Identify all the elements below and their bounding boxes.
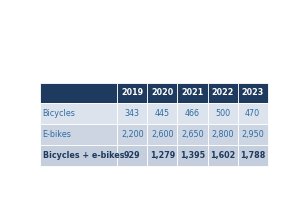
Bar — [208, 83, 238, 103]
Bar — [208, 124, 238, 145]
Text: 2,650: 2,650 — [181, 130, 204, 139]
Bar — [40, 83, 117, 103]
Text: 1,788: 1,788 — [240, 151, 265, 160]
Bar — [208, 103, 238, 124]
Text: 2,200: 2,200 — [121, 130, 144, 139]
Bar — [147, 124, 177, 145]
Bar — [117, 103, 147, 124]
Text: 500: 500 — [215, 109, 230, 118]
Text: 2023: 2023 — [242, 88, 264, 97]
Bar — [147, 83, 177, 103]
Bar — [177, 145, 208, 166]
Text: Bicycles + e-bikes: Bicycles + e-bikes — [43, 151, 124, 160]
Text: 2021: 2021 — [182, 88, 204, 97]
Bar — [147, 103, 177, 124]
Bar — [238, 145, 268, 166]
Bar — [40, 124, 117, 145]
Bar — [238, 103, 268, 124]
Text: 2,600: 2,600 — [151, 130, 174, 139]
Bar — [40, 145, 117, 166]
Text: E-bikes: E-bikes — [43, 130, 71, 139]
Text: 1,602: 1,602 — [210, 151, 235, 160]
Text: 929: 929 — [124, 151, 141, 160]
Bar — [177, 124, 208, 145]
Text: 1,395: 1,395 — [180, 151, 205, 160]
Bar — [117, 124, 147, 145]
Text: 466: 466 — [185, 109, 200, 118]
Text: 2022: 2022 — [212, 88, 234, 97]
Text: 2020: 2020 — [151, 88, 173, 97]
Text: 2,950: 2,950 — [241, 130, 264, 139]
Bar — [177, 83, 208, 103]
Bar — [238, 124, 268, 145]
Bar — [117, 83, 147, 103]
Bar — [117, 145, 147, 166]
Bar — [238, 83, 268, 103]
Text: Bicycles: Bicycles — [43, 109, 76, 118]
Text: 2019: 2019 — [121, 88, 143, 97]
Bar — [147, 145, 177, 166]
Bar — [40, 103, 117, 124]
Text: 343: 343 — [125, 109, 140, 118]
Text: 470: 470 — [245, 109, 260, 118]
Text: 1,279: 1,279 — [150, 151, 175, 160]
Bar — [208, 145, 238, 166]
Text: 445: 445 — [155, 109, 170, 118]
Text: 2,800: 2,800 — [211, 130, 234, 139]
Bar — [177, 103, 208, 124]
